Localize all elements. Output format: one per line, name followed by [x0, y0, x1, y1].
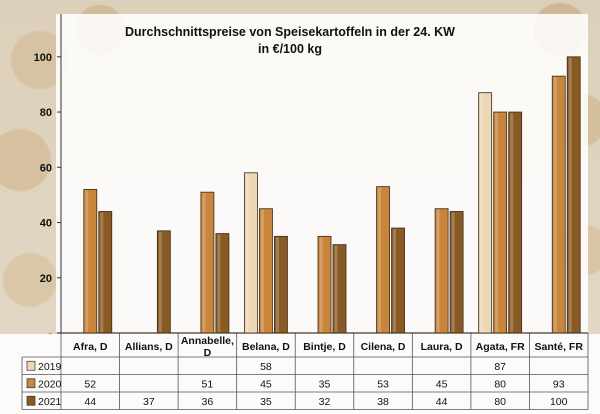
bar [83, 188, 98, 334]
chart-title: Durchschnittspreise von Speisekartoffeln… [125, 25, 455, 39]
legend-label: 2020 [38, 378, 62, 390]
data-label: 35 [319, 378, 331, 390]
data-label: 100 [550, 396, 568, 408]
bar [551, 75, 566, 334]
bar-highlight [451, 212, 455, 332]
category-label: D [204, 347, 212, 359]
y-tick-label: 80 [40, 107, 52, 119]
bar [566, 56, 581, 334]
bar-highlight [480, 93, 484, 332]
table-background [0, 334, 600, 414]
category-label: Bintje, D [303, 341, 346, 353]
y-tick-label: 100 [34, 52, 52, 64]
legend-swatch [26, 378, 36, 389]
data-label: 35 [260, 396, 272, 408]
bar [98, 211, 113, 334]
data-label: 58 [260, 361, 272, 373]
data-label: 45 [260, 378, 272, 390]
category-label: Cilena, D [361, 341, 406, 353]
bar-highlight [553, 77, 557, 333]
bar-highlight [436, 209, 440, 332]
legend-swatch [26, 395, 36, 406]
chart-subtitle: in €/100 kg [258, 42, 322, 56]
legend-label: 2019 [38, 361, 62, 373]
bar [215, 233, 230, 334]
bar-highlight [378, 187, 382, 332]
bar [508, 111, 523, 334]
category-label: Laura, D [421, 341, 463, 353]
bar-highlight [245, 173, 249, 332]
data-label: 45 [436, 378, 448, 390]
category-label: Belana, D [242, 341, 290, 353]
category-label: Allians, D [125, 341, 173, 353]
bar-highlight [334, 245, 338, 332]
bar [156, 230, 171, 334]
bar [317, 235, 332, 334]
y-tick-label: 20 [40, 273, 52, 285]
bar [244, 172, 258, 334]
bar-highlight [85, 190, 89, 332]
data-table: Afra, D Allians, D Annabelle,D Belana, D Bin… [0, 333, 600, 414]
data-label: 38 [377, 396, 389, 408]
bars-layer [83, 56, 581, 334]
data-label: 93 [553, 378, 565, 390]
bar [478, 92, 493, 334]
bar-highlight [319, 237, 323, 332]
bar-highlight [275, 237, 279, 332]
bar-highlight [100, 212, 104, 332]
data-label: 80 [494, 378, 506, 390]
bar [434, 208, 449, 334]
bar [376, 186, 390, 334]
bar [274, 235, 288, 334]
bar-highlight [217, 234, 221, 332]
bar-highlight [510, 113, 514, 332]
category-label: Afra, D [73, 341, 108, 353]
category-label: Agata, FR [476, 341, 525, 353]
y-tick-label: 40 [40, 218, 52, 230]
bar-highlight [568, 57, 572, 333]
y-tick-label: 60 [40, 162, 52, 174]
data-label: 32 [319, 396, 331, 408]
data-label: 87 [494, 361, 506, 373]
bar [449, 211, 464, 334]
bar-highlight [202, 193, 206, 332]
bar-highlight [495, 113, 499, 332]
bar [200, 191, 215, 334]
category-label: Annabelle, [181, 335, 234, 347]
bar-highlight [158, 231, 162, 332]
category-label: Santé, FR [535, 341, 584, 353]
data-label: 37 [143, 396, 155, 408]
bar [493, 111, 508, 334]
data-label: 44 [436, 396, 448, 408]
legend-label: 2021 [38, 396, 62, 408]
legend-swatch [26, 360, 36, 371]
bar [391, 227, 405, 334]
data-label: 53 [377, 378, 389, 390]
data-label: 52 [84, 378, 96, 390]
bar [259, 208, 273, 334]
data-label: 51 [202, 378, 214, 390]
bar-highlight [393, 229, 397, 332]
bar-highlight [260, 209, 264, 332]
bar [332, 244, 347, 334]
data-label: 80 [494, 396, 506, 408]
data-label: 44 [84, 396, 96, 408]
data-label: 36 [202, 396, 214, 408]
